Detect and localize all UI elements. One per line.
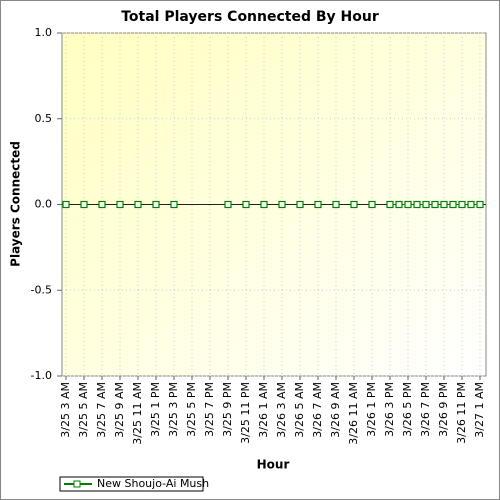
point-marker	[332, 200, 340, 209]
x-axis-label: Hour	[257, 458, 290, 472]
point-marker	[422, 200, 430, 209]
y-axis-label: Players Connected	[9, 141, 23, 267]
x-tick-label: 3/25 9 AM	[113, 382, 126, 438]
x-tick-label: 3/26 1 AM	[257, 382, 270, 438]
point-marker	[467, 200, 475, 209]
x-tick-label: 3/25 5 AM	[77, 382, 90, 438]
y-tick-label: 0.0	[35, 198, 53, 211]
legend-label: New Shoujo-Ai Mush	[97, 477, 209, 490]
point-marker	[314, 200, 322, 209]
x-tick-label: 3/26 3 PM	[383, 382, 396, 437]
point-marker	[242, 200, 250, 209]
point-marker	[395, 200, 403, 209]
x-tick-label: 3/26 9 PM	[437, 382, 450, 437]
point-marker	[170, 200, 178, 209]
chart-title: Total Players Connected By Hour	[121, 9, 379, 25]
y-tick-label: 0.5	[35, 112, 53, 125]
point-marker	[278, 200, 286, 209]
point-marker	[260, 200, 268, 209]
y-tick-label: -1.0	[31, 369, 52, 382]
legend-marker	[73, 480, 81, 488]
point-marker	[62, 200, 70, 209]
x-tick-label: 3/25 7 AM	[95, 382, 108, 438]
point-marker	[458, 200, 466, 209]
point-marker	[476, 200, 484, 209]
point-marker	[440, 200, 448, 209]
point-marker	[80, 200, 88, 209]
point-marker	[449, 200, 457, 209]
x-tick-label: 3/27 1 AM	[473, 382, 486, 438]
point-marker	[413, 200, 421, 209]
y-tick-label: -0.5	[31, 283, 52, 296]
point-marker	[98, 200, 106, 209]
x-tick-label: 3/25 1 PM	[149, 382, 162, 437]
x-tick-label: 3/26 3 AM	[275, 382, 288, 438]
x-tick-label: 3/26 11 PM	[455, 382, 468, 444]
x-tick-label: 3/26 1 PM	[365, 382, 378, 437]
point-marker	[116, 200, 124, 209]
x-tick-label: 3/26 9 AM	[329, 382, 342, 438]
x-tick-label: 3/25 5 PM	[185, 382, 198, 437]
x-tick-label: 3/25 3 PM	[167, 382, 180, 437]
point-marker	[350, 200, 358, 209]
point-marker	[386, 200, 394, 209]
point-marker	[296, 200, 304, 209]
y-tick-label: 1.0	[35, 26, 53, 39]
x-tick-label: 3/26 11 AM	[347, 382, 360, 445]
point-marker	[152, 200, 160, 209]
x-tick-label: 3/26 5 AM	[293, 382, 306, 438]
point-marker	[134, 200, 142, 209]
x-tick-label: 3/25 7 PM	[203, 382, 216, 437]
x-tick-label: 3/25 11 AM	[131, 382, 144, 445]
point-marker	[224, 200, 232, 209]
x-tick-label: 3/26 7 AM	[311, 382, 324, 438]
legend	[59, 476, 204, 492]
x-tick-label: 3/26 7 PM	[419, 382, 432, 437]
point-marker	[431, 200, 439, 209]
x-tick-label: 3/25 9 PM	[221, 382, 234, 437]
x-tick-label: 3/25 3 AM	[59, 382, 72, 438]
point-marker	[404, 200, 412, 209]
point-marker	[368, 200, 376, 209]
x-tick-label: 3/25 11 PM	[239, 382, 252, 444]
x-tick-label: 3/26 5 PM	[401, 382, 414, 437]
